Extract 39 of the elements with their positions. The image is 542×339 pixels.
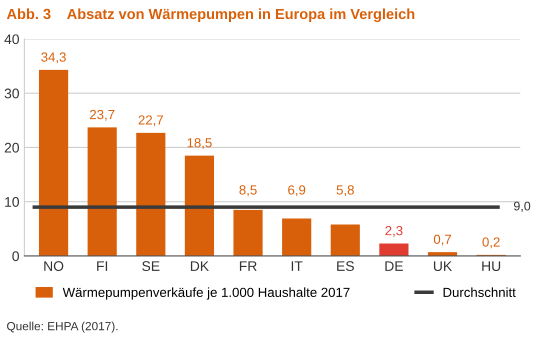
data-label: 2,3 <box>385 226 402 237</box>
x-tick-label: DK <box>190 261 209 271</box>
x-tick-label: DE <box>385 261 403 271</box>
x-tick-label: HU <box>482 261 500 272</box>
legend-label: Durchschnitt <box>444 287 516 298</box>
data-label: 5,8 <box>336 185 354 196</box>
bar <box>136 132 166 256</box>
data-label: 22,7 <box>138 115 163 126</box>
source-note: Quelle: EHPA (2017). <box>7 322 118 333</box>
bar <box>428 252 458 256</box>
data-label: 0,7 <box>434 234 452 246</box>
data-label: 6,9 <box>288 185 306 196</box>
bar <box>88 127 117 256</box>
data-label: 0,2 <box>482 237 500 248</box>
chart-title: Abb. 3 Absatz von Wärmepumpen in Europa im Vergleich <box>6 8 414 22</box>
x-tick-label: IT <box>292 261 303 271</box>
bar <box>282 218 312 256</box>
x-tick-label: SE <box>142 261 160 272</box>
x-tick-label: FI <box>97 261 108 271</box>
data-label: 18,5 <box>188 138 212 149</box>
x-tick-label: UK <box>434 261 452 272</box>
bar <box>379 243 408 256</box>
bar <box>233 210 263 256</box>
bar <box>330 224 360 256</box>
bar <box>38 70 68 256</box>
data-label: 23,7 <box>90 110 114 121</box>
data-label: 34,3 <box>41 52 66 64</box>
x-tick-label: NO <box>44 261 64 272</box>
x-tick-label: ES <box>337 261 354 272</box>
y-tick-label: 40 <box>4 34 19 44</box>
data-label: 8,5 <box>239 185 257 196</box>
bar <box>184 156 214 256</box>
y-tick-label: 0 <box>12 251 19 262</box>
x-tick-label: FR <box>240 261 257 271</box>
y-tick-label: 10 <box>5 197 19 207</box>
y-tick-label: 30 <box>4 88 19 98</box>
y-tick-label: 20 <box>4 142 19 153</box>
legend-label: Wärmepumpenverkäufe je 1.000 Haushalte 2017 <box>62 287 350 300</box>
annotation: 9,0 <box>514 202 530 212</box>
